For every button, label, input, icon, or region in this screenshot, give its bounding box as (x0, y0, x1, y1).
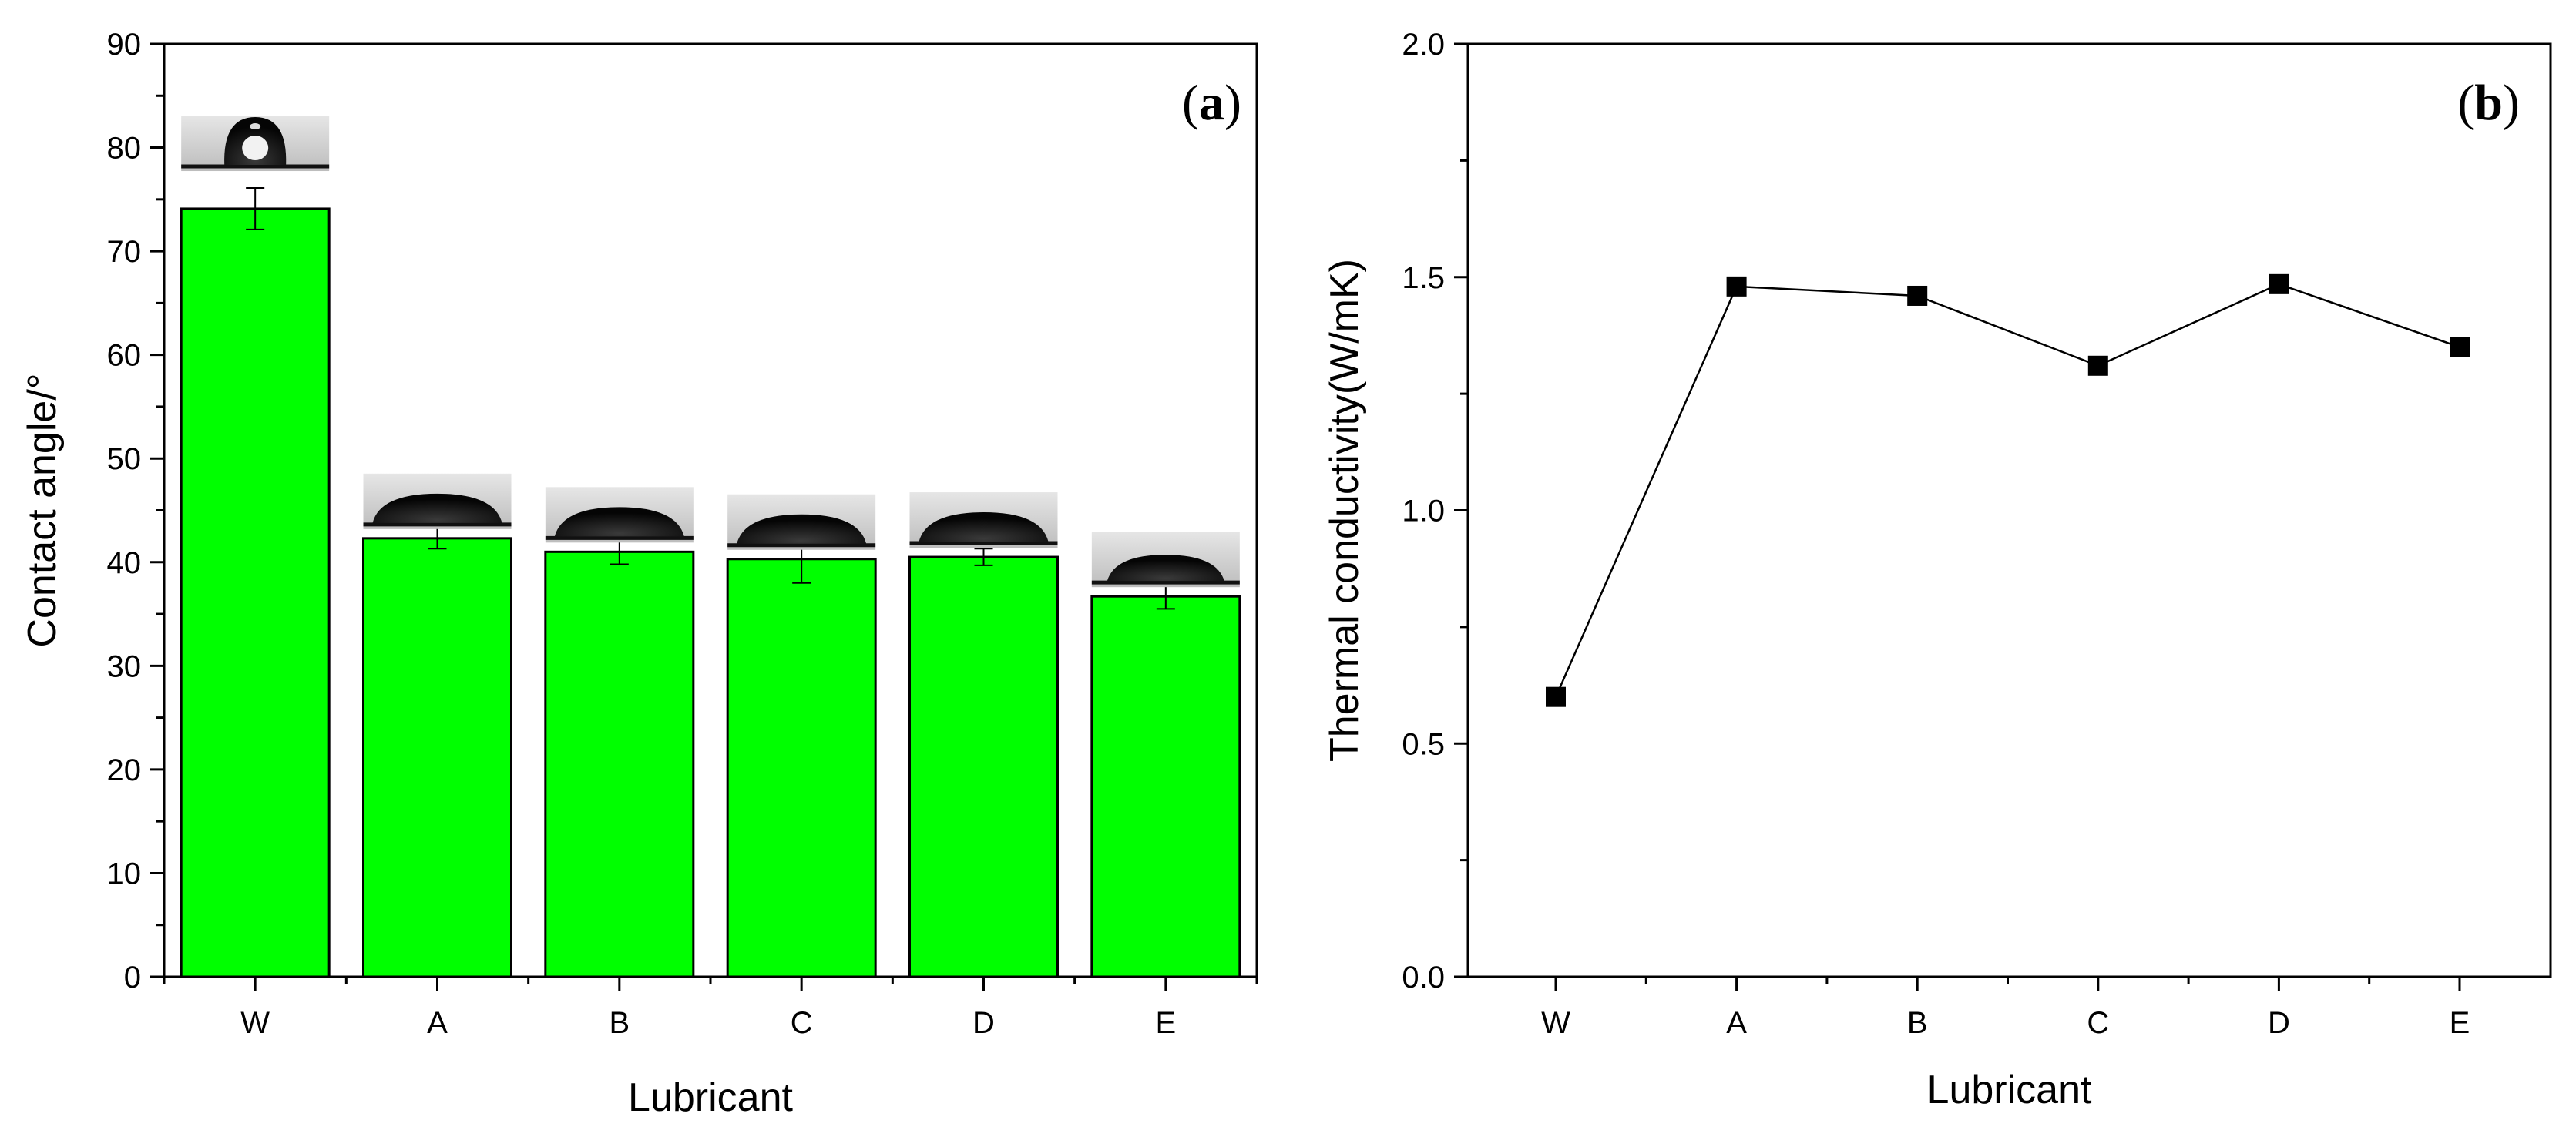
panel-a-contact-angle-chart: W A B C D E 0 10 20 30 40 50 60 70 80 90 Contact angle/… (20, 28, 1258, 1120)
marker-D (2269, 273, 2289, 294)
droplet-inset-A (363, 473, 512, 529)
panel-a-x-axis-title: Lubricant (628, 1075, 793, 1120)
y-tick-label-50: 50 (107, 442, 142, 476)
droplet-inset-W (181, 116, 330, 172)
marker-W (1546, 686, 1566, 707)
panel-b-thermal-conductivity-chart: W A B C D E 0.0 0.5 1.0 1.5 2.0 Thermal conductivi… (1322, 28, 2552, 1112)
x-tick-label-D: D (972, 1006, 995, 1040)
panel-a-droplet-insets (181, 116, 1240, 588)
panel-b-x-axis-title: Lubricant (1927, 1068, 2092, 1112)
droplet-inset-B (545, 487, 694, 543)
marker-A (1726, 276, 1747, 297)
error-bar-W (246, 187, 265, 230)
marker-B (1907, 285, 1928, 306)
droplet-inset-E (1091, 532, 1240, 588)
x-tick-label-C: C (2087, 1006, 2109, 1040)
panel-b-series-line (1554, 283, 2460, 698)
x-tick-label-E: E (2450, 1006, 2470, 1040)
x-tick-label-D: D (2268, 1006, 2290, 1040)
y-tick-label-40: 40 (107, 546, 142, 580)
panel-b-letter: b (2474, 75, 2503, 131)
x-tick-label-B: B (1907, 1006, 1928, 1040)
y-tick-label-0.5: 0.5 (1402, 727, 1445, 761)
droplet-shape-E (1107, 555, 1224, 582)
droplet-shape-B (554, 507, 684, 537)
marker-E (2450, 337, 2470, 357)
bar-D (908, 555, 1059, 978)
bar-W (180, 207, 331, 978)
panel-b-axis-ticks: W A B C D E 0.0 0.5 1.0 1.5 2.0 (1402, 28, 2470, 1040)
y-tick-label-1: 1.0 (1402, 495, 1445, 528)
bar-B (544, 550, 695, 978)
bar-C (726, 558, 877, 978)
panel-b-y-axis-title: Thermal conductivity(W/mK) (1322, 259, 1367, 762)
x-tick-label-A: A (1726, 1006, 1747, 1040)
marker-C (2087, 355, 2108, 376)
x-tick-label-B: B (609, 1006, 630, 1040)
droplet-inset-C (727, 494, 876, 550)
y-tick-label-80: 80 (107, 132, 142, 166)
panel-a-label: (a) (1182, 75, 1241, 131)
panel-b-markers (1546, 273, 2470, 707)
panel-a-axis-ticks: W A B C D E 0 10 20 30 40 50 60 70 80 90 (107, 28, 1258, 1040)
x-tick-label-W: W (240, 1006, 270, 1040)
panel-b-plot-frame (1466, 42, 2552, 978)
x-tick-label-E: E (1155, 1006, 1176, 1040)
y-tick-label-20: 20 (107, 753, 142, 787)
x-tick-label-C: C (791, 1006, 813, 1040)
error-bar-D (974, 548, 993, 566)
panel-a-bars (180, 207, 1241, 978)
y-tick-label-90: 90 (107, 28, 142, 62)
panel-a-y-axis-title: Contact angle/° (20, 373, 65, 647)
y-tick-label-10: 10 (107, 857, 142, 890)
y-tick-label-70: 70 (107, 235, 142, 269)
droplet-shape-C (737, 514, 867, 544)
bar-A (362, 537, 512, 978)
droplet-inset-D (909, 492, 1058, 548)
y-tick-label-30: 30 (107, 649, 142, 683)
panel-a-letter: a (1199, 75, 1224, 131)
x-tick-label-A: A (427, 1006, 448, 1040)
bar-E (1090, 595, 1241, 978)
droplet-shape-D (919, 512, 1049, 542)
y-tick-label-1.5: 1.5 (1402, 261, 1445, 295)
droplet-shape-A (372, 493, 502, 523)
x-tick-label-W: W (1541, 1006, 1570, 1040)
y-tick-label-0: 0.0 (1402, 961, 1445, 994)
y-tick-label-0: 0 (124, 961, 141, 994)
y-tick-label-2: 2.0 (1402, 28, 1445, 62)
panel-b-label: (b) (2457, 75, 2520, 131)
droplet-glint-W (250, 123, 261, 130)
droplet-highlight-W (242, 136, 269, 161)
y-tick-label-60: 60 (107, 339, 142, 373)
